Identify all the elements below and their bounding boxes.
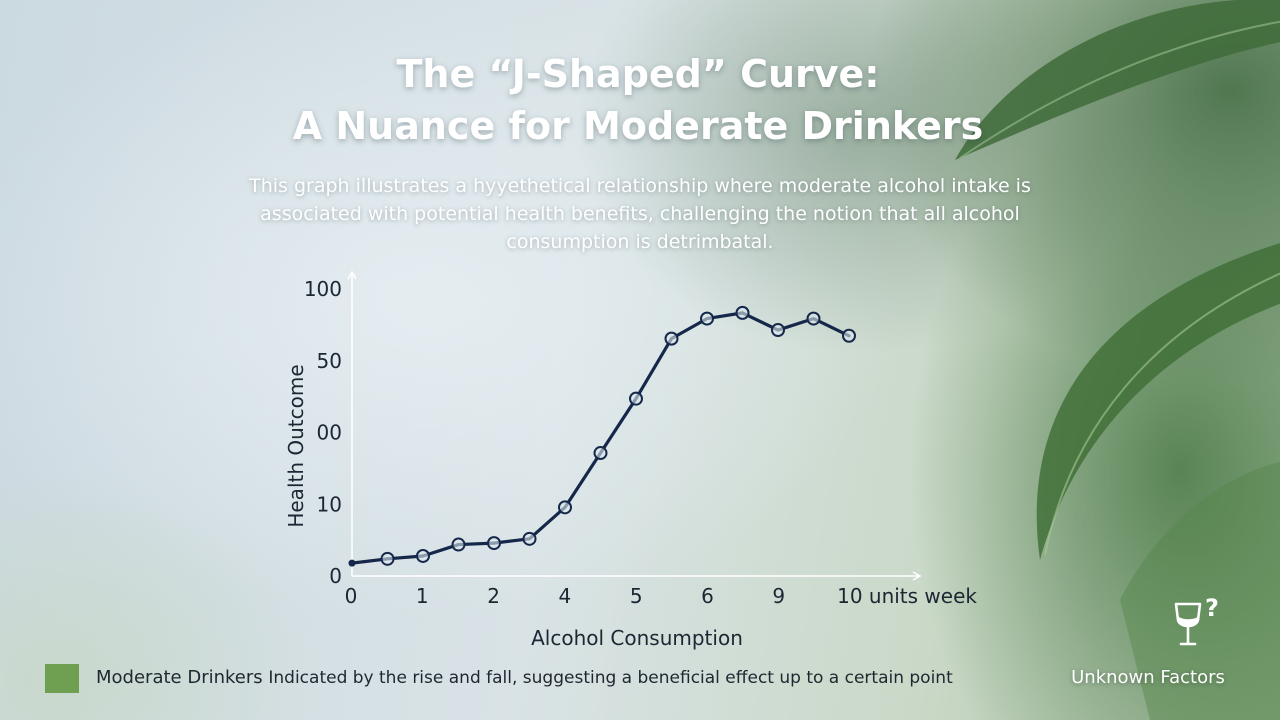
data-point — [771, 323, 785, 338]
legend-label: Moderate Drinkers — [96, 667, 263, 688]
data-point — [487, 536, 501, 551]
series-line — [350, 311, 851, 565]
wine-glass-question-icon: ? — [1174, 596, 1219, 646]
x-tick-label: 5 — [630, 584, 643, 608]
x-tick-label: 0 — [345, 584, 358, 608]
legend-description: Indicated by the rise and fall, suggesti… — [268, 668, 953, 688]
data-point — [842, 328, 856, 343]
data-point — [735, 305, 750, 320]
data-point — [593, 446, 608, 461]
y-tick-label: 0 — [329, 564, 342, 588]
page-title: The “J-Shaped” Curve: A Nuance for Moder… — [0, 48, 1276, 152]
x-axis-label: Alcohol Consumption — [531, 626, 743, 650]
chart-axes — [347, 270, 922, 581]
y-axis-arrow — [347, 270, 357, 280]
data-point — [416, 548, 430, 563]
svg-text:?: ? — [1205, 596, 1219, 622]
y-tick-label: 10 — [317, 492, 342, 516]
x-tick-label: 4 — [559, 584, 572, 608]
unknown-factors-label: Unknown Factors — [1071, 667, 1225, 688]
x-tick-label: 1 — [416, 584, 429, 608]
data-point — [558, 500, 572, 515]
title-line-2: A Nuance for Moderate Drinkers — [292, 104, 984, 148]
chart-series — [348, 305, 856, 567]
y-tick-label: 00 — [317, 421, 342, 445]
data-point — [629, 391, 643, 406]
x-axis-arrow — [912, 571, 922, 581]
legend-swatch — [45, 664, 79, 693]
y-axis-label: Health Outcome — [284, 364, 308, 527]
y-tick-label: 100 — [304, 277, 342, 301]
chart-subtitle: This graph illustrates a hyyethetical re… — [249, 175, 1031, 253]
title-line-1: The “J-Shaped” Curve: — [396, 52, 880, 96]
y-tick-label: 50 — [317, 349, 342, 373]
x-tick-label: 2 — [487, 584, 500, 608]
data-point — [451, 537, 466, 552]
data-point — [664, 331, 679, 346]
data-point — [380, 551, 395, 566]
data-point — [806, 311, 821, 326]
data-point — [522, 531, 537, 546]
y-tick-labels: 0 10 00 50 100 — [304, 277, 342, 588]
x-tick-label: 6 — [701, 584, 714, 608]
legend-entry: Moderate Drinkers Indicated by the rise … — [96, 667, 953, 688]
x-tick-labels: 0 1 2 4 5 6 9 10 units week — [345, 584, 978, 608]
data-point — [348, 559, 356, 567]
data-point — [700, 311, 714, 326]
x-tick-label: 10 units week — [837, 584, 977, 608]
x-tick-label: 9 — [772, 584, 785, 608]
